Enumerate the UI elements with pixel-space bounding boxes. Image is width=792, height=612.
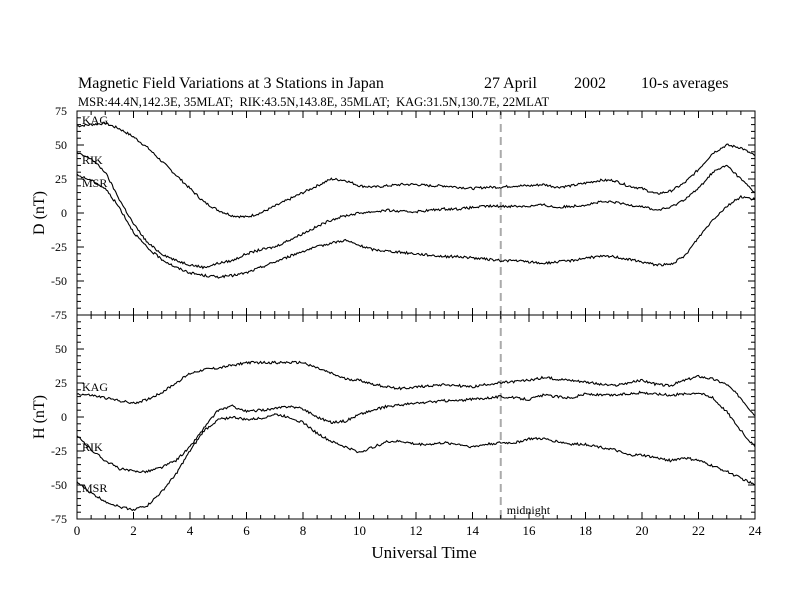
x-tick-label: 16 [523,523,537,538]
y-axis-label: H (nT) [31,395,48,439]
x-tick-label: 24 [749,523,763,538]
chart-year: 2002 [574,75,606,92]
x-tick-label: 8 [300,523,307,538]
x-tick-label: 12 [410,523,423,538]
series-label-kag: KAG [82,380,108,394]
y-tick-label: -75 [51,512,67,526]
y-tick-label: 50 [55,138,67,152]
x-tick-label: 20 [636,523,649,538]
series-msr-line [76,173,756,279]
series-kag-line [76,121,756,219]
plot-frame [76,314,756,520]
y-tick-label: -50 [51,478,67,492]
y-tick-label: 25 [55,376,67,390]
x-tick-label: 0 [74,523,81,538]
series-label-msr: MSR [82,481,107,495]
plot-frame [76,110,756,316]
station-coordinates: MSR:44.4N,142.3E, 35MLAT; RIK:43.5N,143.… [78,95,550,109]
x-tick-label: 4 [187,523,194,538]
d-panel: 75 50 25 0 -25 -50 -75 D (nT) KAG RIK MSR [31,104,756,322]
series-label-rik: RIK [82,153,103,167]
y-tick-label: -25 [51,444,67,458]
x-axis-label: Universal Time [371,543,476,562]
y-tick-label: -75 [51,308,67,322]
y-tick-label: 0 [61,206,67,220]
series-label-kag: KAG [82,113,108,127]
x-tick-label: 10 [353,523,366,538]
y-tick-label: 0 [61,410,67,424]
series-rik-line [76,152,756,270]
y-tick-label: -50 [51,274,67,288]
y-tick-label: 50 [55,342,67,356]
x-tick-label: 2 [130,523,137,538]
y-tick-label: -25 [51,240,67,254]
y-axis-label: D (nT) [31,191,48,235]
y-tick-label: 75 [55,104,67,118]
chart-date: 27 April [484,75,537,92]
series-kag-line [76,360,756,417]
x-tick-label: 14 [466,523,480,538]
x-tick-label: 22 [692,523,705,538]
chart-title: Magnetic Field Variations at 3 Stations … [78,75,384,92]
series-msr-line [76,413,756,512]
chart-averaging: 10-s averages [641,75,729,92]
series-label-rik: RIK [82,440,103,454]
y-tick-label: 25 [55,172,67,186]
x-tick-label: 6 [243,523,250,538]
series-rik-line [76,390,756,474]
midnight-label: midnight [507,503,551,517]
series-label-msr: MSR [82,176,107,190]
x-tick-label: 18 [579,523,592,538]
